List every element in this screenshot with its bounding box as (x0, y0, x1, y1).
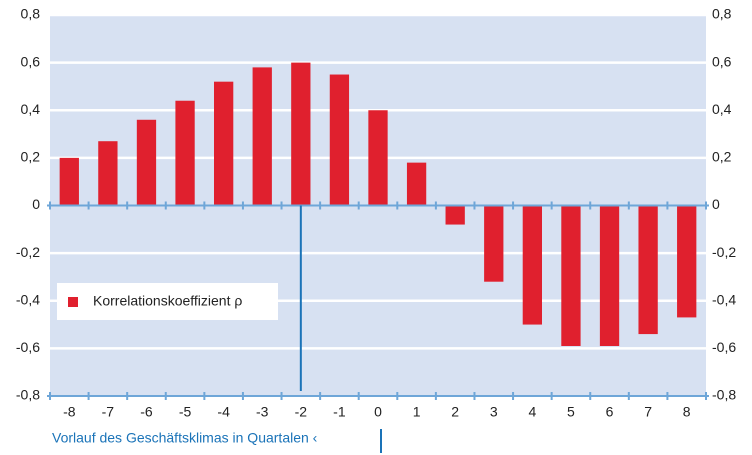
x-tick-label: 5 (567, 404, 575, 420)
y-tick-label: 0,8 (21, 6, 41, 22)
x-tick-label: -7 (102, 404, 115, 420)
x-tick-label: -4 (217, 404, 230, 420)
legend-label: Korrelationskoeffizient ρ (93, 293, 242, 309)
bar (406, 162, 427, 206)
y2-tick-label: 0,6 (712, 53, 732, 69)
y-tick-label: -0,2 (16, 244, 40, 260)
bar (522, 205, 542, 325)
x-tick-label: -1 (333, 404, 346, 420)
bar (98, 141, 118, 206)
bar (368, 110, 388, 206)
x-tick-label: 1 (413, 404, 421, 420)
y2-tick-label: 0 (712, 196, 720, 212)
bar (561, 205, 581, 346)
bar (291, 62, 311, 206)
bar (599, 205, 620, 346)
bar (677, 205, 697, 318)
bar (484, 205, 504, 282)
x-tick-label: 8 (683, 404, 691, 420)
y2-tick-label: 0,8 (712, 6, 732, 22)
legend-box (57, 283, 278, 320)
axes (47, 201, 709, 400)
bar (59, 157, 79, 206)
x-tick-label: 7 (644, 404, 652, 420)
y-tick-label: -0,4 (16, 291, 40, 307)
x-axis-label: Vorlauf des Geschäftsklimas in Quartalen… (52, 430, 318, 446)
y-tick-label: 0,6 (21, 53, 41, 69)
bar (445, 205, 465, 225)
bar (638, 205, 658, 335)
x-tick-label: -6 (140, 404, 153, 420)
bar (136, 119, 157, 206)
y2-tick-label: -0,2 (712, 244, 736, 260)
y2-tick-label: -0,6 (712, 339, 736, 355)
bar (329, 74, 350, 206)
y2-tick-label: -0,8 (712, 387, 736, 403)
y-tick-label: -0,6 (16, 339, 40, 355)
legend-swatch (68, 297, 78, 307)
bars (59, 62, 697, 346)
x-tick-label: -3 (256, 404, 269, 420)
x-tick-label: 3 (490, 404, 498, 420)
y-tick-label: -0,8 (16, 387, 40, 403)
y-tick-label: 0,2 (21, 149, 41, 165)
x-tick-label: 2 (451, 404, 459, 420)
x-tick-label: -8 (63, 404, 76, 420)
y-tick-label: 0,4 (21, 101, 41, 117)
bar (175, 100, 195, 206)
y2-tick-label: 0,2 (712, 149, 732, 165)
y2-tick-label: -0,4 (712, 291, 736, 307)
x-tick-label: 4 (528, 404, 536, 420)
y2-tick-label: 0,4 (712, 101, 732, 117)
x-tick-label: 0 (374, 404, 382, 420)
x-tick-label: 6 (606, 404, 614, 420)
x-tick-label: -5 (179, 404, 192, 420)
bar (252, 67, 272, 206)
y-tick-label: 0 (32, 196, 40, 212)
x-tick-label: -2 (295, 404, 308, 420)
bar (214, 81, 234, 206)
